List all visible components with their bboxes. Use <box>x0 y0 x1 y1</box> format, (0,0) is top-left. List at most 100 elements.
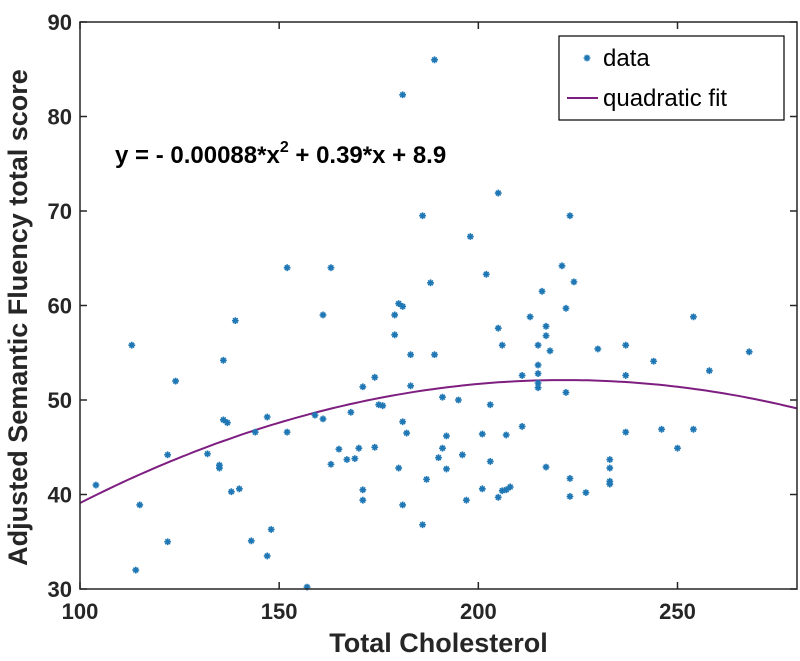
data-point <box>606 456 614 463</box>
data-point <box>478 485 486 493</box>
data-point <box>745 348 753 356</box>
x-axis-label: Total Cholesterol <box>329 628 548 658</box>
data-point <box>459 451 466 459</box>
data-point <box>128 341 136 349</box>
data-point <box>267 526 275 533</box>
x-tick-label: 150 <box>261 599 298 624</box>
data-point <box>431 56 438 64</box>
data-point <box>391 311 399 319</box>
data-point <box>220 416 227 424</box>
data-point <box>455 396 462 404</box>
data-point <box>478 430 486 438</box>
legend-data-label: data <box>603 45 650 72</box>
data-point <box>658 425 665 433</box>
data-point <box>494 493 502 501</box>
data-point <box>622 428 630 436</box>
y-tick-label: 30 <box>48 577 72 602</box>
data-point <box>570 278 578 286</box>
data-point <box>399 501 407 509</box>
data-point <box>534 384 542 392</box>
data-point <box>674 444 681 452</box>
legend-data-marker <box>583 54 591 62</box>
x-tick-label: 100 <box>62 599 99 624</box>
data-point <box>534 379 542 387</box>
equation-power: 2 <box>280 139 289 156</box>
data-point <box>542 322 550 330</box>
y-axis-label: Adjusted Semantic Fluency total score <box>3 69 33 566</box>
data-point <box>132 566 140 574</box>
data-point <box>443 432 450 440</box>
equation-prefix: y = - 0.00088*x <box>115 142 280 169</box>
data-point <box>371 443 379 451</box>
data-point <box>502 486 510 494</box>
data-point <box>650 357 657 365</box>
data-point <box>482 270 490 278</box>
data-point <box>220 356 227 364</box>
data-point <box>407 351 415 359</box>
data-point <box>606 464 614 472</box>
y-tick-label: 50 <box>48 388 72 413</box>
data-point <box>423 475 430 483</box>
data-point <box>439 444 446 452</box>
data-point <box>283 264 291 272</box>
data-point <box>399 91 407 99</box>
x-tick-label: 250 <box>659 599 696 624</box>
data-point <box>283 428 291 436</box>
data-point <box>566 492 574 500</box>
y-tick-label: 80 <box>48 105 72 130</box>
y-tick-label: 70 <box>48 199 72 224</box>
data-point <box>494 189 502 197</box>
data-point <box>494 324 502 332</box>
data-point <box>562 389 570 396</box>
data-point <box>534 361 542 369</box>
data-point <box>327 460 335 468</box>
data-point <box>622 372 630 379</box>
data-point <box>379 402 387 410</box>
data-point <box>343 456 351 463</box>
data-point <box>164 451 172 459</box>
data-point <box>466 233 474 240</box>
data-point <box>690 425 697 433</box>
data-point <box>622 341 630 349</box>
data-point <box>399 418 407 426</box>
data-point <box>92 481 100 489</box>
data-point <box>502 431 510 439</box>
equation-suffix: + 0.39*x + 8.9 <box>289 142 446 169</box>
data-point <box>419 521 426 529</box>
legend-box <box>558 35 785 121</box>
data-point <box>399 303 407 310</box>
data-point <box>582 489 590 497</box>
data-point <box>534 341 542 349</box>
data-point <box>223 419 231 427</box>
data-point <box>435 454 442 462</box>
data-point <box>335 445 343 453</box>
data-point <box>172 377 179 385</box>
data-point <box>136 501 144 509</box>
data-point <box>431 351 438 359</box>
y-tick-label: 90 <box>48 10 72 35</box>
data-point <box>319 415 327 423</box>
data-point <box>462 496 470 504</box>
data-point <box>403 429 411 437</box>
data-point <box>690 313 697 321</box>
data-point <box>204 450 211 458</box>
data-point <box>558 262 566 270</box>
data-point <box>546 347 554 355</box>
data-point <box>311 411 319 419</box>
data-point <box>303 583 311 591</box>
data-point <box>566 475 574 482</box>
data-point <box>251 428 259 436</box>
fit-equation: y = - 0.00088*x2 + 0.39*x + 8.9 <box>115 139 446 169</box>
data-point <box>542 332 550 340</box>
data-point <box>327 264 335 272</box>
data-point <box>486 401 494 409</box>
x-tick-label: 200 <box>460 599 497 624</box>
data-point <box>263 552 271 560</box>
data-point <box>562 304 570 312</box>
data-point <box>439 393 446 401</box>
axis-ticks: 100 150 200 250 30 40 50 60 70 80 90 <box>48 10 797 624</box>
data-point <box>594 345 602 353</box>
legend-data-star <box>583 54 591 62</box>
data-point <box>247 537 255 545</box>
